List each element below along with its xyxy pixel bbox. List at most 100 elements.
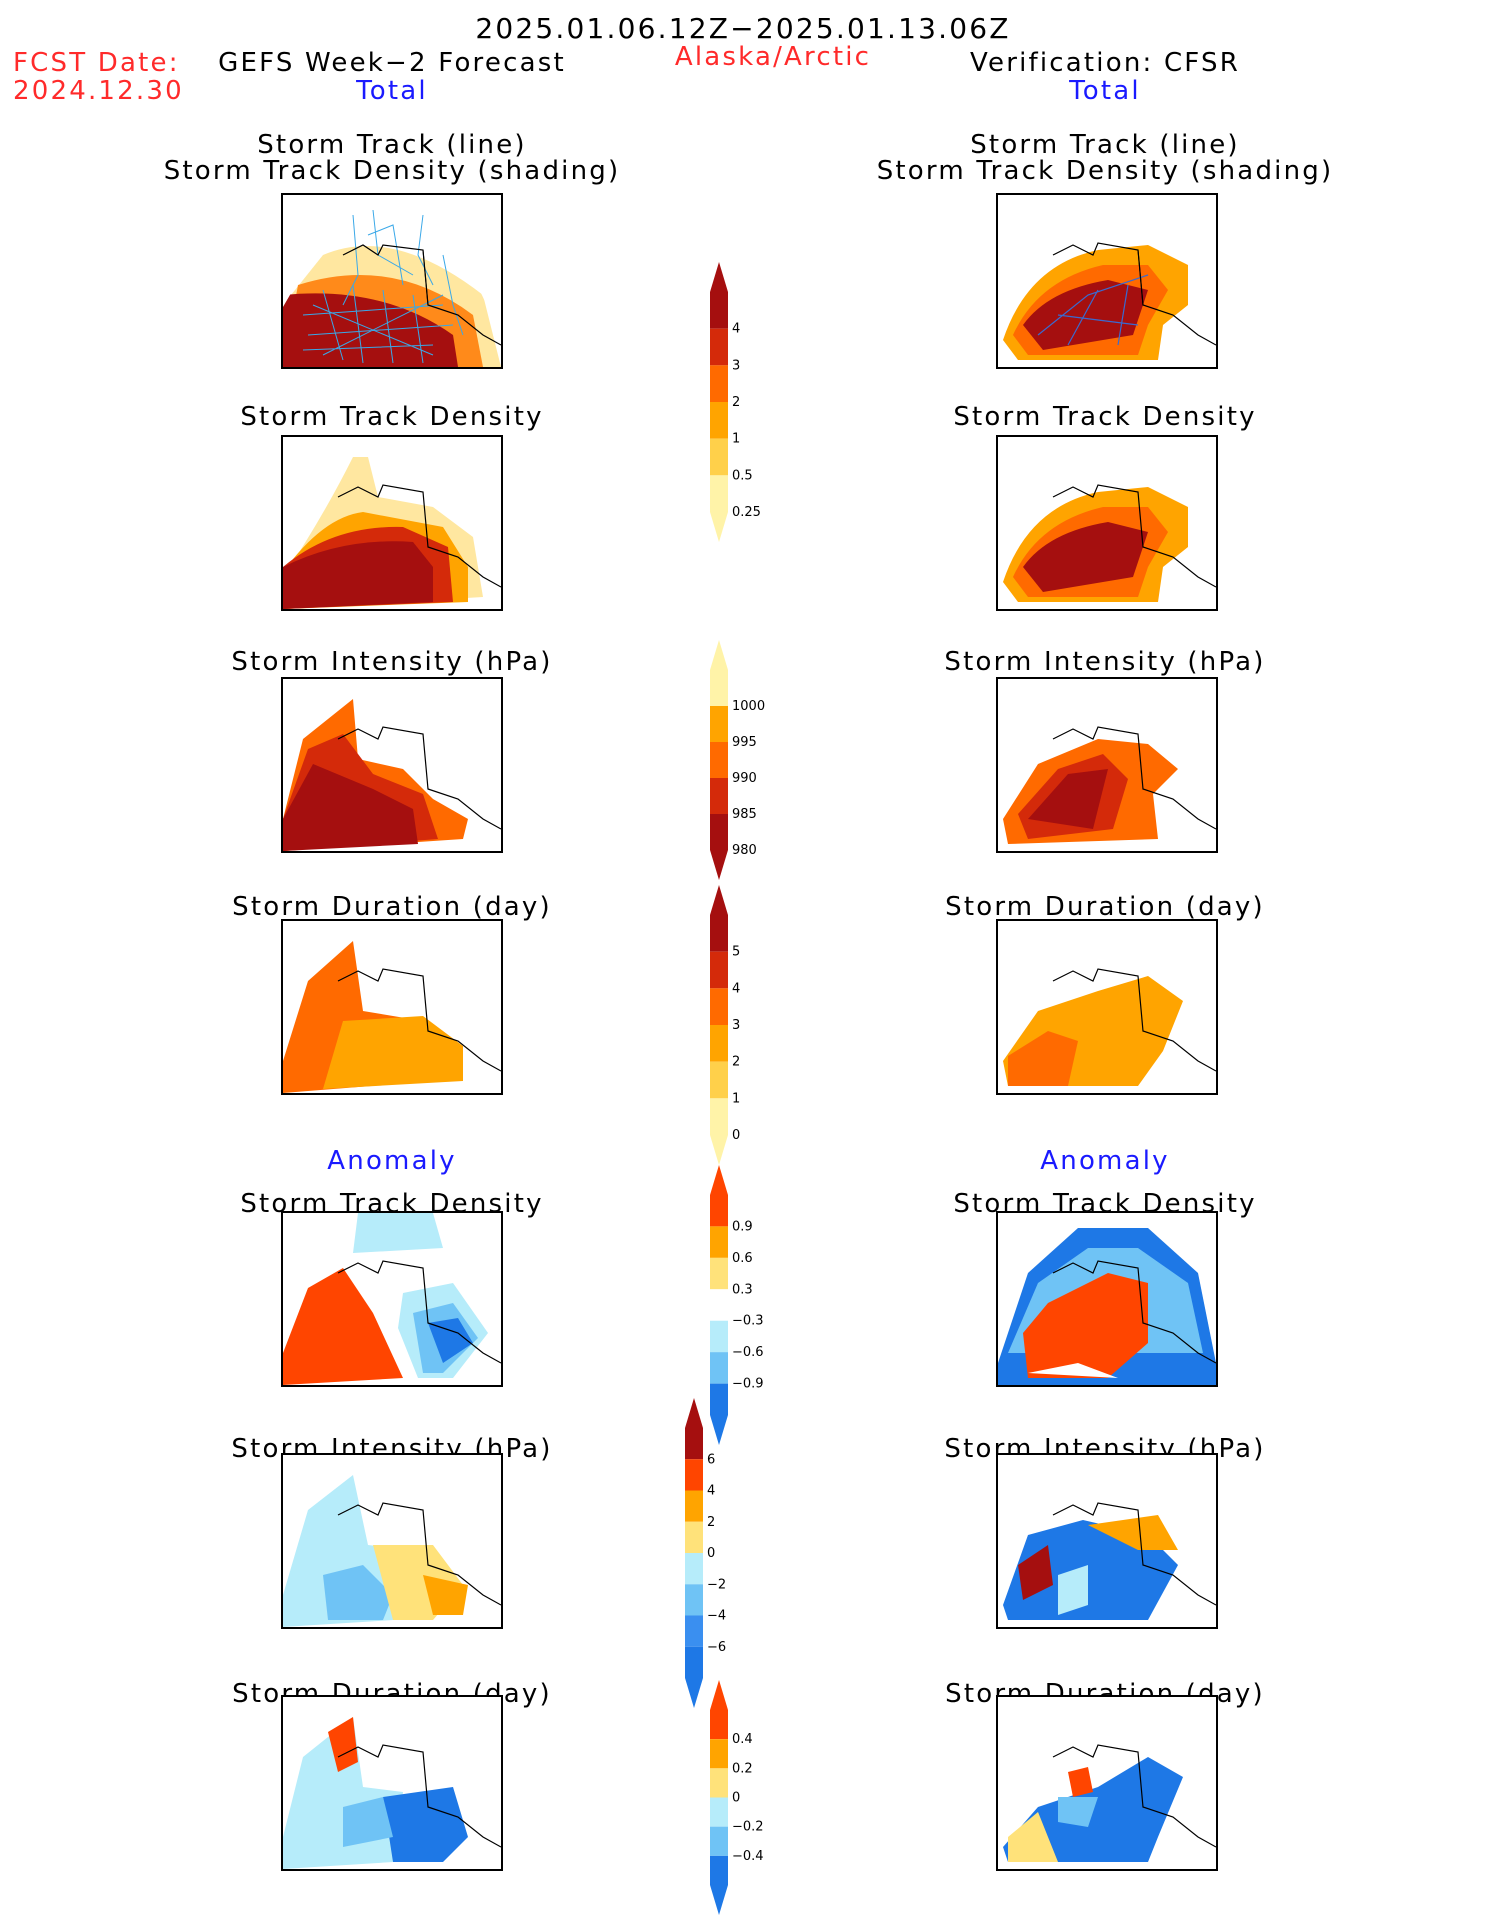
colorbar-tick-label: 2 — [732, 1055, 740, 1070]
left-row3-title: Storm Intensity (hPa) — [231, 647, 553, 677]
map-verification-track — [996, 193, 1218, 369]
colorbar-segment — [710, 951, 728, 989]
colorbar-tick-label: 0 — [732, 1128, 740, 1143]
right-row3-title: Storm Intensity (hPa) — [944, 647, 1266, 677]
colorbar-density: 4 3 2 1 0.5 0.25 — [710, 262, 761, 542]
left-anomaly-label: Anomaly — [327, 1146, 457, 1176]
right-anomaly-label: Anomaly — [1040, 1146, 1170, 1176]
colorbar-segment — [685, 1521, 703, 1553]
colorbar-tick-label: 0 — [707, 1546, 715, 1561]
map-forecast-density — [281, 435, 503, 611]
colorbar-segment — [710, 475, 728, 542]
colorbar-segment — [710, 1352, 728, 1384]
colorbar-segment — [710, 885, 728, 952]
map-forecast-track — [281, 193, 503, 369]
colorbar-segment — [710, 1226, 728, 1258]
colorbar-tick-label: 4 — [707, 1484, 715, 1499]
colorbar-tick-label: 0.2 — [732, 1761, 753, 1776]
map-verification-anom-density — [996, 1211, 1218, 1387]
colorbar-tick-label: 4 — [732, 322, 740, 337]
right-row1-title: Storm Track (line) — [970, 130, 1240, 160]
colorbar-segment — [710, 1320, 728, 1353]
colorbar-segment — [710, 742, 728, 778]
map-verification-density — [996, 435, 1218, 611]
colorbar-segment — [685, 1584, 703, 1616]
colorbar-tick-label: 0.3 — [732, 1282, 753, 1297]
colorbar-tick-label: 990 — [732, 771, 757, 786]
left-total-label: Total — [356, 76, 428, 106]
colorbar-segment — [710, 1025, 728, 1062]
colorbar-segment — [710, 328, 728, 366]
colorbar-tick-label: 0 — [732, 1791, 740, 1806]
colorbar-tick-label: 0.25 — [732, 505, 761, 520]
colorbar-tick-label: 1 — [732, 1091, 740, 1106]
colorbar-anom-density: 0.9 0.6 0.3 −0.3 −0.6 −0.9 — [710, 1165, 764, 1445]
colorbar-segment — [710, 1855, 728, 1915]
left-row1-subtitle: Storm Track Density (shading) — [163, 156, 621, 186]
colorbar-tick-label: 2 — [732, 395, 740, 410]
colorbar-segment — [710, 262, 728, 329]
fcst-date-label: FCST Date: — [13, 48, 180, 78]
colorbar-segment — [710, 1797, 728, 1827]
colorbar-segment — [710, 1098, 728, 1165]
colorbar-segment — [685, 1490, 703, 1522]
colorbar-intensity: 1000 995 990 985 980 — [710, 640, 765, 880]
colorbar-segment — [685, 1553, 703, 1585]
colorbar-segment — [710, 706, 728, 742]
colorbar-anom-intensity: 6 4 2 0 −2 −4 −6 — [685, 1398, 726, 1708]
region-label: Alaska/Arctic — [674, 42, 872, 72]
colorbar-tick-label: 1 — [732, 432, 740, 447]
colorbar-segment — [710, 438, 728, 476]
left-row2-title: Storm Track Density — [240, 402, 544, 432]
map-verification-intensity — [996, 677, 1218, 853]
map-verification-duration — [996, 919, 1218, 1095]
map-forecast-intensity — [281, 677, 503, 853]
left-row1-title: Storm Track (line) — [257, 130, 527, 160]
colorbar-duration: 5 4 3 2 1 0 — [710, 885, 740, 1165]
colorbar-segment — [710, 402, 728, 439]
colorbar-tick-label: 0.6 — [732, 1251, 753, 1266]
colorbar-segment — [710, 1826, 728, 1856]
colorbar-segment — [685, 1615, 703, 1647]
right-column-title: Verification: CFSR — [970, 48, 1240, 78]
colorbar-segment — [710, 1383, 728, 1445]
map-forecast-anom-density — [281, 1211, 503, 1387]
colorbar-segment — [710, 1061, 728, 1099]
colorbar-tick-label: 5 — [732, 945, 740, 960]
colorbar-segment — [710, 778, 728, 814]
right-total-label: Total — [1069, 76, 1141, 106]
colorbar-tick-label: 2 — [707, 1515, 715, 1530]
colorbar-segment — [710, 1165, 728, 1227]
colorbar-tick-label: 3 — [732, 1018, 740, 1033]
colorbar-tick-label: −4 — [707, 1609, 726, 1624]
colorbar-segment — [710, 365, 728, 402]
colorbar-segment — [710, 1739, 728, 1769]
colorbar-segment — [710, 814, 728, 880]
right-row1-subtitle: Storm Track Density (shading) — [876, 156, 1334, 186]
colorbar-segment — [710, 1289, 728, 1321]
right-row4-title: Storm Duration (day) — [945, 892, 1265, 922]
map-verification-anom-duration — [996, 1695, 1218, 1871]
colorbar-tick-label: −0.2 — [732, 1820, 764, 1835]
colorbar-tick-label: 985 — [732, 807, 757, 822]
map-verification-anom-intensity — [996, 1453, 1218, 1629]
colorbar-tick-label: 1000 — [732, 699, 765, 714]
left-row4-title: Storm Duration (day) — [232, 892, 552, 922]
colorbar-segment — [710, 1680, 728, 1740]
colorbar-tick-label: 980 — [732, 843, 757, 858]
colorbar-tick-label: 0.5 — [732, 468, 753, 483]
colorbar-segment — [710, 988, 728, 1025]
colorbar-tick-label: 3 — [732, 358, 740, 373]
left-column-title: GEFS Week−2 Forecast — [218, 48, 566, 78]
fcst-date-value: 2024.12.30 — [13, 76, 184, 106]
colorbar-segment — [685, 1398, 703, 1460]
colorbar-tick-label: 4 — [732, 981, 740, 996]
colorbar-segment — [710, 1257, 728, 1290]
page-title: 2025.01.06.12Z−2025.01.13.06Z — [475, 12, 1011, 45]
map-forecast-anom-intensity — [281, 1453, 503, 1629]
colorbar-tick-label: −0.9 — [732, 1377, 764, 1392]
colorbar-tick-label: −2 — [707, 1577, 726, 1592]
colorbar-tick-label: −6 — [707, 1640, 726, 1655]
map-forecast-anom-duration — [281, 1695, 503, 1871]
right-row2-title: Storm Track Density — [953, 402, 1257, 432]
